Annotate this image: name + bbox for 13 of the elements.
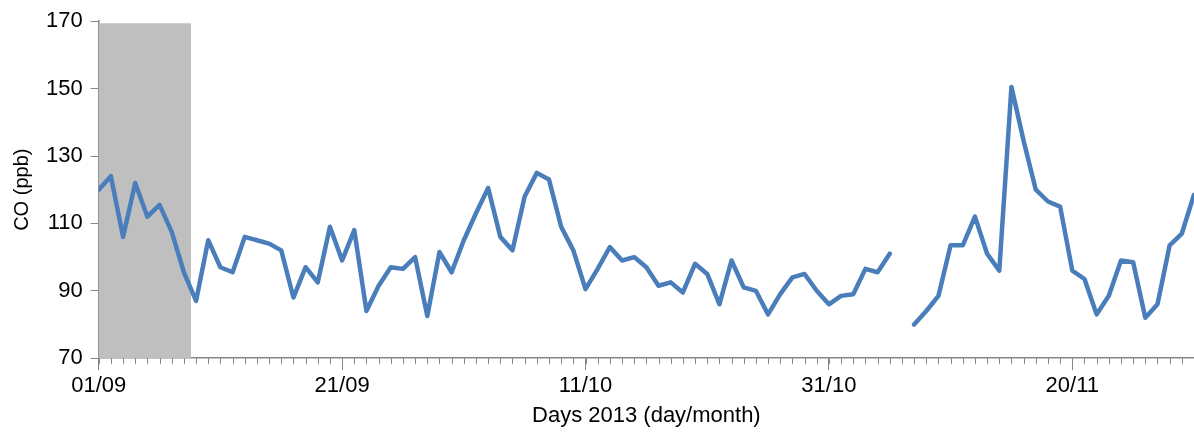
y-tick-label: 70 bbox=[58, 344, 83, 370]
y-tick-label: 130 bbox=[45, 142, 83, 168]
x-tick-label: 11/10 bbox=[558, 372, 613, 398]
x-tick-label: 01/09 bbox=[71, 372, 127, 398]
y-tick-label: 110 bbox=[47, 209, 83, 235]
x-axis-title: Days 2013 (day/month) bbox=[532, 401, 761, 427]
x-tick-label: 20/11 bbox=[1045, 372, 1100, 398]
x-tick-label: 21/09 bbox=[314, 372, 370, 398]
y-axis-title: CO (ppb) bbox=[9, 148, 32, 231]
y-tick-label: 90 bbox=[58, 276, 83, 302]
y-tick-label: 170 bbox=[45, 7, 83, 33]
x-tick-label: 31/10 bbox=[801, 372, 857, 398]
y-tick-label: 150 bbox=[45, 74, 83, 100]
